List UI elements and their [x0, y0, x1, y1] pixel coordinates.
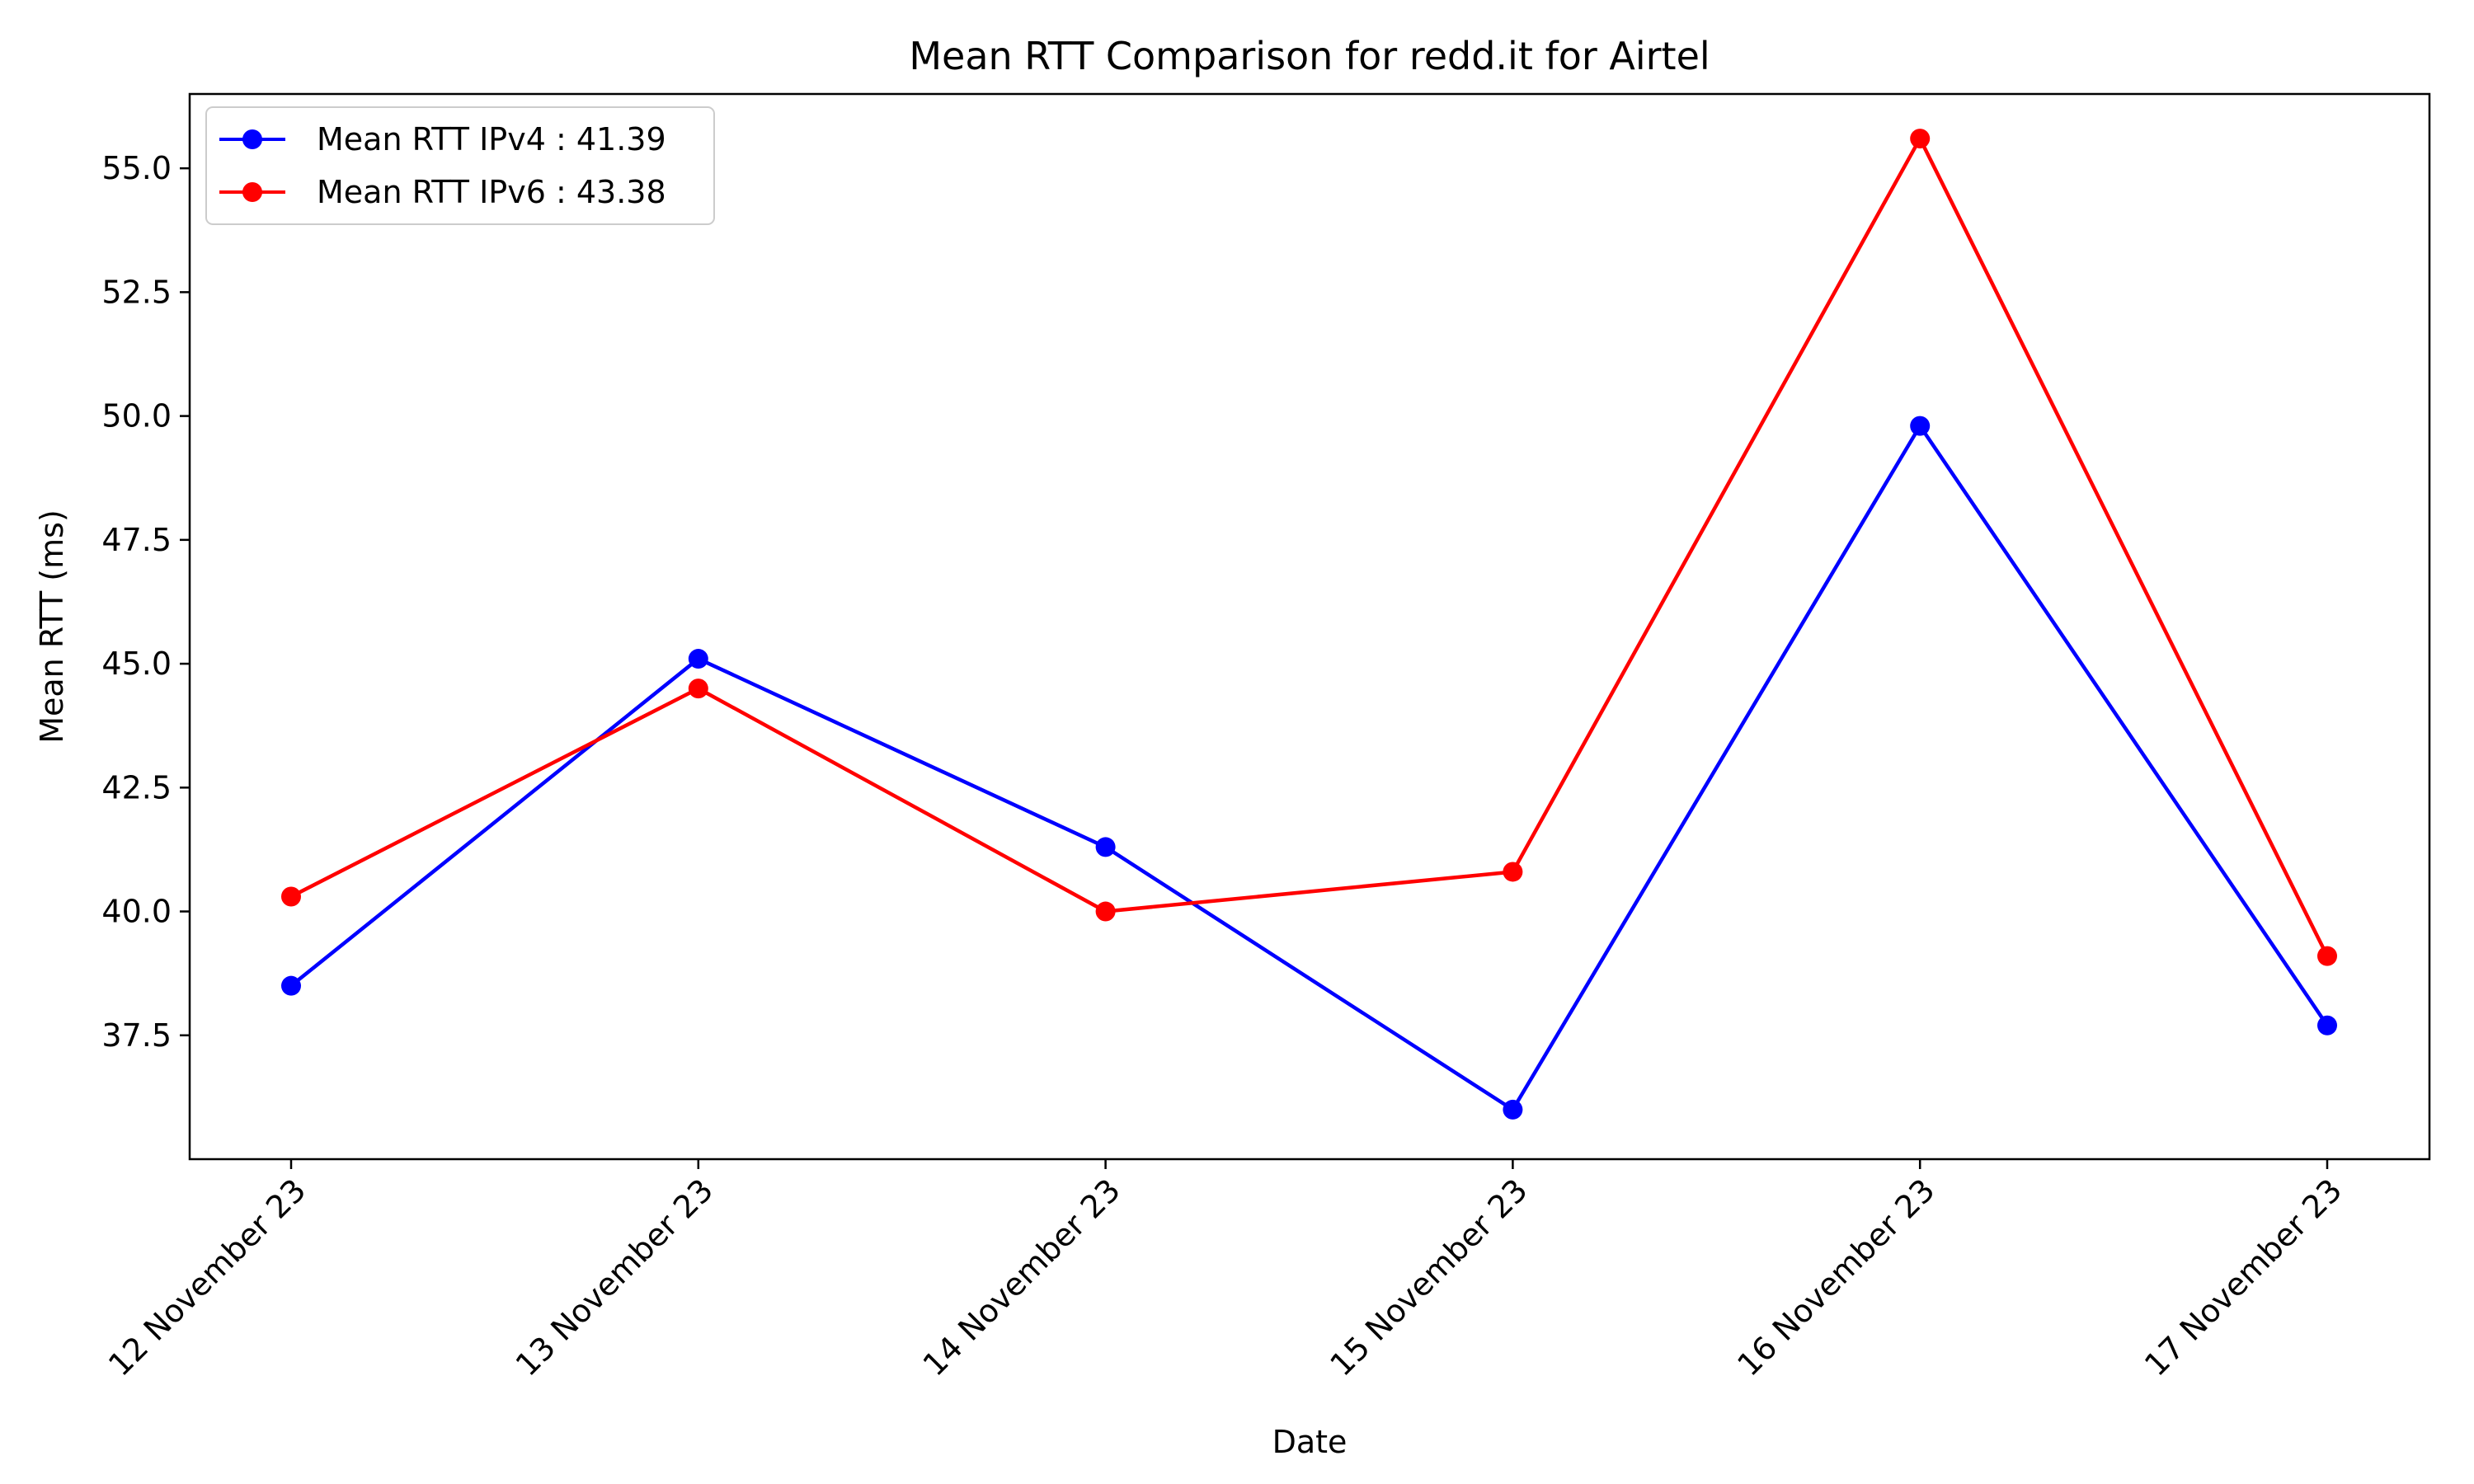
- y-tick-label: 40.0: [101, 894, 172, 930]
- x-axis-label: Date: [1272, 1424, 1348, 1460]
- data-point-ipv4: [1095, 837, 1116, 857]
- data-point-ipv4: [2317, 1015, 2337, 1036]
- legend-marker-ipv4: [242, 129, 262, 149]
- legend-box: [205, 106, 715, 225]
- y-tick-label: 52.5: [101, 274, 172, 310]
- plot-frame: [188, 92, 2431, 1161]
- series-line-ipv6: [289, 136, 2330, 957]
- legend-label-ipv4: Mean RTT IPv4 : 41.39: [317, 121, 666, 157]
- data-point-ipv6: [1503, 862, 1523, 882]
- y-tick-label: 50.0: [101, 398, 172, 434]
- data-point-ipv4: [1910, 416, 1931, 436]
- y-tick-label: 55.0: [101, 150, 172, 186]
- y-tick-label: 45.0: [101, 646, 172, 682]
- data-point-ipv6: [281, 886, 301, 907]
- data-point-ipv6: [1910, 129, 1931, 149]
- data-point-ipv6: [2317, 946, 2337, 966]
- series-layer: [281, 129, 2337, 1120]
- y-tick-label: 47.5: [101, 522, 172, 558]
- chart-title: Mean RTT Comparison for redd.it for Airt…: [909, 34, 1710, 78]
- y-tick-label: 37.5: [101, 1017, 172, 1054]
- data-point-ipv4: [281, 975, 301, 996]
- y-axis-label: Mean RTT (ms): [34, 510, 70, 744]
- y-tick-label: 42.5: [101, 769, 172, 805]
- data-point-ipv6: [1095, 901, 1116, 922]
- legend-marker-ipv6: [242, 182, 262, 202]
- plot-area: [188, 92, 2431, 1161]
- y-axis: 37.5 40.0 42.5 45.0 47.5 50.0 52.5 55.0: [101, 150, 190, 1054]
- data-point-ipv4: [1503, 1099, 1523, 1120]
- legend: Mean RTT IPv4 : 41.39 Mean RTT IPv6 : 43…: [205, 106, 715, 225]
- data-point-ipv4: [688, 649, 708, 669]
- data-point-ipv6: [688, 679, 708, 699]
- legend-label-ipv6: Mean RTT IPv6 : 43.38: [317, 174, 666, 210]
- series-line-ipv4: [289, 424, 2329, 1112]
